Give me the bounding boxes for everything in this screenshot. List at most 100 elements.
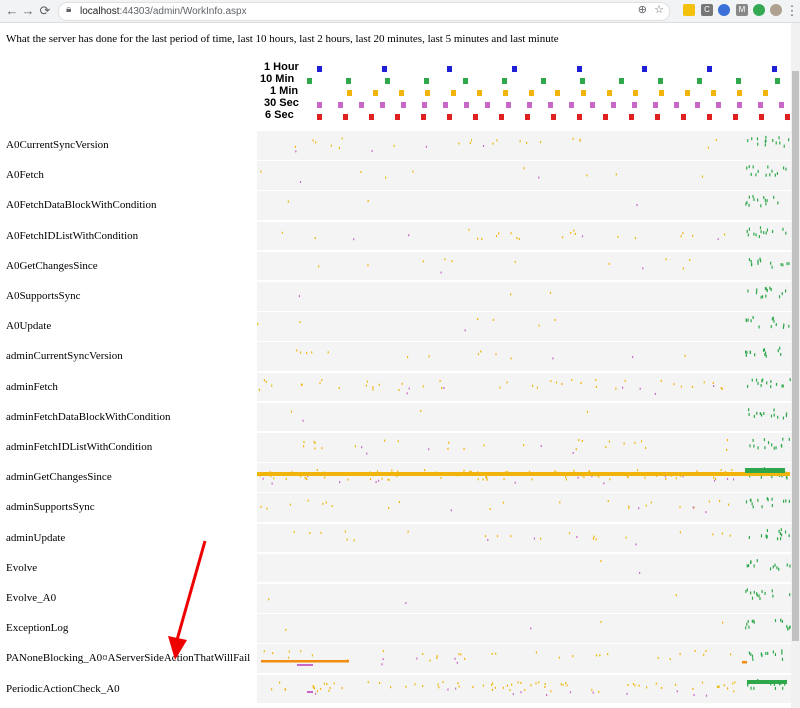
legend-tick [382,66,387,72]
scrollbar[interactable] [791,23,800,708]
legend-tick [447,114,452,120]
legend-tick [737,102,742,108]
legend-tick [380,102,385,108]
row-label: adminFetchDataBlockWithCondition [6,410,171,423]
zoom-icon[interactable]: ⊕ [637,4,647,16]
legend-tick [779,102,784,108]
legend-1-min: 1 Min [270,85,299,97]
legend-tick [758,102,763,108]
legend-tick [674,102,679,108]
legend-tick [569,102,574,108]
legend-tick [464,102,469,108]
avatar[interactable] [770,4,782,16]
table-row: A0Update [0,312,792,341]
table-row: A0FetchDataBlockWithCondition [0,191,792,220]
legend-tick [697,78,702,84]
legend-tick [424,78,429,84]
activity-timeline [257,674,792,704]
url-text[interactable]: localhost:44303/admin/WorkInfo.aspx [80,6,247,17]
bookmark-star-icon[interactable]: ☆ [654,4,664,16]
legend-tick [359,102,364,108]
forward-icon[interactable]: → [21,3,35,18]
row-label: A0FetchDataBlockWithCondition [6,199,157,212]
scrollbar-thumb[interactable] [792,71,799,641]
activity-timeline [257,463,792,492]
legend-tick [422,102,427,108]
legend-tick [485,102,490,108]
address-bar[interactable]: 🔒︎ localhost:44303/admin/WorkInfo.aspx ⊕… [58,2,670,21]
activity-timeline [257,221,792,251]
legend-tick [477,90,482,96]
extension-grammarly-icon[interactable] [753,4,765,16]
legend-tick [695,102,700,108]
legend-tick [447,66,452,72]
legend-tick [551,114,556,120]
legend-tick [681,114,686,120]
legend-tick [463,78,468,84]
legend-tick [548,102,553,108]
legend-tick [733,114,738,120]
legend-tick [395,114,400,120]
activity-timeline [257,251,792,281]
browser-toolbar: ← → ⟳ 🔒︎ localhost:44303/admin/WorkInfo.… [0,0,800,23]
legend-tick [347,90,352,96]
table-row: adminCurrentSyncVersion [0,342,792,371]
legend-tick [555,90,560,96]
legend-tick [506,102,511,108]
table-row: Evolve_A0 [0,584,792,613]
table-row: adminSupportsSync [0,493,792,522]
legend-1-hour: 1 Hour [264,61,299,73]
row-label: ExceptionLog [6,622,69,635]
legend-tick [401,102,406,108]
activity-timeline [257,282,792,311]
extension-globe-icon[interactable] [718,4,730,16]
legend-tick [658,78,663,84]
table-row: PANoneBlocking_A0¤AServerSideActionThatW… [0,644,792,673]
table-row: adminFetchIDListWithCondition [0,433,792,462]
legend-30-sec: 30 Sec [264,97,299,109]
table-row: A0FetchIDListWithCondition [0,221,792,251]
activity-timeline [257,312,792,341]
menu-icon[interactable]: ⋮ [785,3,799,18]
table-row: A0Fetch [0,161,792,190]
legend-tick [527,102,532,108]
legend-tick [399,90,404,96]
row-label: A0CurrentSyncVersion [6,139,109,151]
row-label: PeriodicActionCheck_A0 [6,682,120,695]
legend-tick [317,114,322,120]
row-label: Evolve_A0 [6,592,57,604]
activity-timeline [257,644,792,673]
activity-timeline [257,584,792,613]
legend-tick [653,102,658,108]
back-icon[interactable]: ← [5,3,19,18]
legend-tick [346,78,351,84]
table-row: adminFetch [0,372,792,402]
reload-icon[interactable]: ⟳ [39,3,51,18]
lock-icon[interactable]: 🔒︎ [66,4,72,15]
legend-tick [590,102,595,108]
activity-timeline [257,131,792,160]
row-label: adminSupportsSync [6,501,95,514]
row-label: A0Fetch [6,169,44,182]
legend-10-min: 10 Min [260,73,295,85]
legend-tick [317,102,322,108]
legend-tick [577,66,582,72]
legend-tick [541,78,546,84]
legend-tick [659,90,664,96]
legend-tick [451,90,456,96]
legend-tick [775,78,780,84]
activity-timeline [257,402,792,432]
extension-yellow-icon[interactable] [683,4,695,16]
legend-tick [385,78,390,84]
legend-tick [338,102,343,108]
extension-m-icon[interactable]: M [736,4,748,16]
legend-tick [737,90,742,96]
legend-tick [607,90,612,96]
legend-tick [629,114,634,120]
legend-tick [707,66,712,72]
legend-tick [317,66,322,72]
extension-c-icon[interactable]: C [701,4,713,16]
legend-tick [580,78,585,84]
activity-timeline [257,161,792,190]
legend-tick [611,102,616,108]
